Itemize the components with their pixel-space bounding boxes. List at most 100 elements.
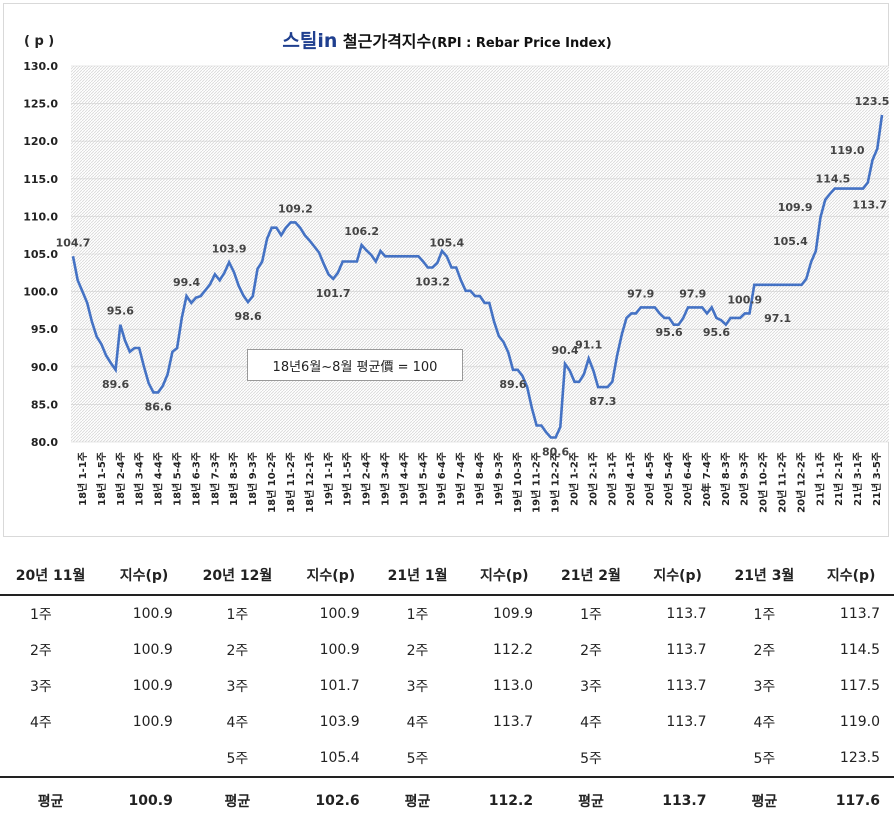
x-tick-label: 18년 4-4주 <box>152 452 165 506</box>
index-cell: 113.7 <box>666 678 707 694</box>
x-tick-label: 19년 10-3주 <box>511 452 524 513</box>
week-cell: 4주 <box>753 715 776 731</box>
week-cell: 3주 <box>406 679 429 695</box>
x-tick-label: 19년 3-4주 <box>378 452 391 506</box>
data-label: 86.6 <box>145 400 172 413</box>
week-cell: 5주 <box>580 751 602 767</box>
index-cell: 113.7 <box>839 606 880 622</box>
index-cell: 113.7 <box>666 714 707 730</box>
data-label: 97.9 <box>627 287 654 300</box>
x-tick-label: 20년 11-2주 <box>775 452 788 513</box>
annotation-box: 18년6월~8월 평균價 = 100 <box>247 349 463 381</box>
x-tick-label: 20년 4-5주 <box>643 452 656 506</box>
data-label: 95.6 <box>703 326 730 339</box>
x-tick-label: 18년 9-3주 <box>246 452 259 506</box>
header-index: 지수(p) <box>808 556 894 596</box>
index-cell: 103.9 <box>319 714 360 730</box>
x-tick-label: 19년 6-4주 <box>435 452 448 506</box>
week-cell: 5주 <box>226 751 249 767</box>
x-tick-label: 18년 6-3주 <box>189 452 202 506</box>
y-tick-label: 130.0 <box>23 60 58 73</box>
x-tick-label: 20년 9-3주 <box>738 452 751 506</box>
x-tick-label: 19년 8-4주 <box>473 452 486 506</box>
table-row: 4주 100.9 4주 103.9 4주 113.7 4주 113.7 4주 119.0 <box>0 704 894 740</box>
y-axis: 130.0 125.0 120.0 115.0 110.0 105.0 100.0 95.0 9… <box>23 60 58 449</box>
index-cell: 100.9 <box>319 606 360 622</box>
index-cell <box>101 740 187 777</box>
data-label: 105.4 <box>773 235 808 248</box>
index-cell: 112.2 <box>492 642 534 658</box>
table-row: 5주 105.4 5주 5주 5주 123.5 <box>0 740 894 777</box>
week-cell <box>0 740 101 777</box>
data-label: 97.9 <box>679 287 706 300</box>
x-tick-label: 19년 12-2주 <box>549 452 562 513</box>
week-cell: 3주 <box>30 679 52 695</box>
x-tick-label: 18년 1-1주 <box>76 452 89 506</box>
week-cell: 4주 <box>30 715 52 731</box>
data-label: 114.5 <box>816 173 851 186</box>
x-tick-label: 20年 7-4주 <box>700 452 713 507</box>
index-cell: 113.0 <box>492 678 534 694</box>
x-axis: 18년 1-1주 18년 1-5주 18년 2-4주 18년 3-4주 18년 4-4주… <box>76 452 883 513</box>
index-cell: 119.0 <box>839 714 880 730</box>
week-cell: 2주 <box>406 643 429 659</box>
week-cell: 1주 <box>406 607 429 623</box>
avg-label: 평균 <box>547 776 635 824</box>
data-label: 119.0 <box>830 144 865 157</box>
avg-value: 112.2 <box>461 776 548 824</box>
x-tick-label: 20년 3-1주 <box>605 452 618 506</box>
data-label: 100.9 <box>727 293 762 306</box>
header-index: 지수(p) <box>461 556 548 596</box>
table-row: 2주 100.9 2주 100.9 2주 112.2 2주 113.7 2주 114.5 <box>0 632 894 668</box>
x-tick-label: 18년 3-4주 <box>133 452 146 506</box>
table-row: 1주 100.9 1주 100.9 1주 109.9 1주 113.7 1주 113.7 <box>0 595 894 632</box>
x-tick-label: 19년 9-3주 <box>492 452 505 506</box>
week-cell: 2주 <box>30 643 52 659</box>
data-label: 99.4 <box>173 276 200 289</box>
data-label: 101.7 <box>316 287 351 300</box>
data-label: 97.1 <box>764 312 791 325</box>
y-tick-label: 95.0 <box>31 323 58 336</box>
index-cell: 113.7 <box>492 714 534 730</box>
avg-value: 100.9 <box>101 776 187 824</box>
rpi-series-line <box>71 114 884 439</box>
week-cell: 5주 <box>753 751 776 767</box>
avg-label: 평균 <box>373 776 462 824</box>
table-avg-row: 평균 100.9 평균 102.6 평균 112.2 평균 113.7 평균 117.6 <box>0 776 894 824</box>
index-cell: 100.9 <box>319 642 360 658</box>
data-label: 103.9 <box>212 242 247 255</box>
data-label: 109.9 <box>778 201 813 214</box>
header-month: 21년 2월 <box>547 556 635 596</box>
data-label: 89.6 <box>499 378 526 391</box>
data-label: 104.7 <box>56 236 91 249</box>
x-tick-label: 19년 1-5주 <box>341 452 354 506</box>
week-cell: 1주 <box>30 607 52 623</box>
x-tick-label: 21년 2-1주 <box>832 452 845 506</box>
index-cell: 100.9 <box>132 678 173 694</box>
avg-value: 113.7 <box>634 776 721 824</box>
y-tick-label: 80.0 <box>31 436 58 449</box>
y-tick-label: 90.0 <box>31 361 58 374</box>
avg-label: 평균 <box>720 776 809 824</box>
index-table: 20년 11월 지수(p) 20년 12월 지수(p) 21년 1월 지수(p)… <box>0 556 894 824</box>
avg-label: 평균 <box>0 776 102 824</box>
y-tick-label: 85.0 <box>31 398 58 411</box>
index-cell: 113.7 <box>666 642 707 658</box>
data-label: 106.2 <box>344 225 379 238</box>
week-cell: 3주 <box>753 679 776 695</box>
week-cell: 1주 <box>580 607 602 623</box>
x-tick-label: 18년 2-4주 <box>114 452 127 506</box>
data-label: 91.1 <box>575 339 602 352</box>
data-label: 87.3 <box>589 395 616 408</box>
week-cell: 4주 <box>226 715 249 731</box>
index-cell: 100.9 <box>132 606 173 622</box>
x-tick-label: 19년 4-4주 <box>397 452 410 506</box>
index-cell: 101.7 <box>319 678 360 694</box>
header-index: 지수(p) <box>634 556 721 596</box>
y-tick-label: 125.0 <box>23 98 58 111</box>
avg-value: 117.6 <box>808 776 894 824</box>
data-label: 103.2 <box>415 276 450 289</box>
data-label: 90.4 <box>551 344 578 357</box>
index-cell: 109.9 <box>492 606 534 622</box>
table-row: 3주 100.9 3주 101.7 3주 113.0 3주 113.7 3주 117.5 <box>0 668 894 704</box>
